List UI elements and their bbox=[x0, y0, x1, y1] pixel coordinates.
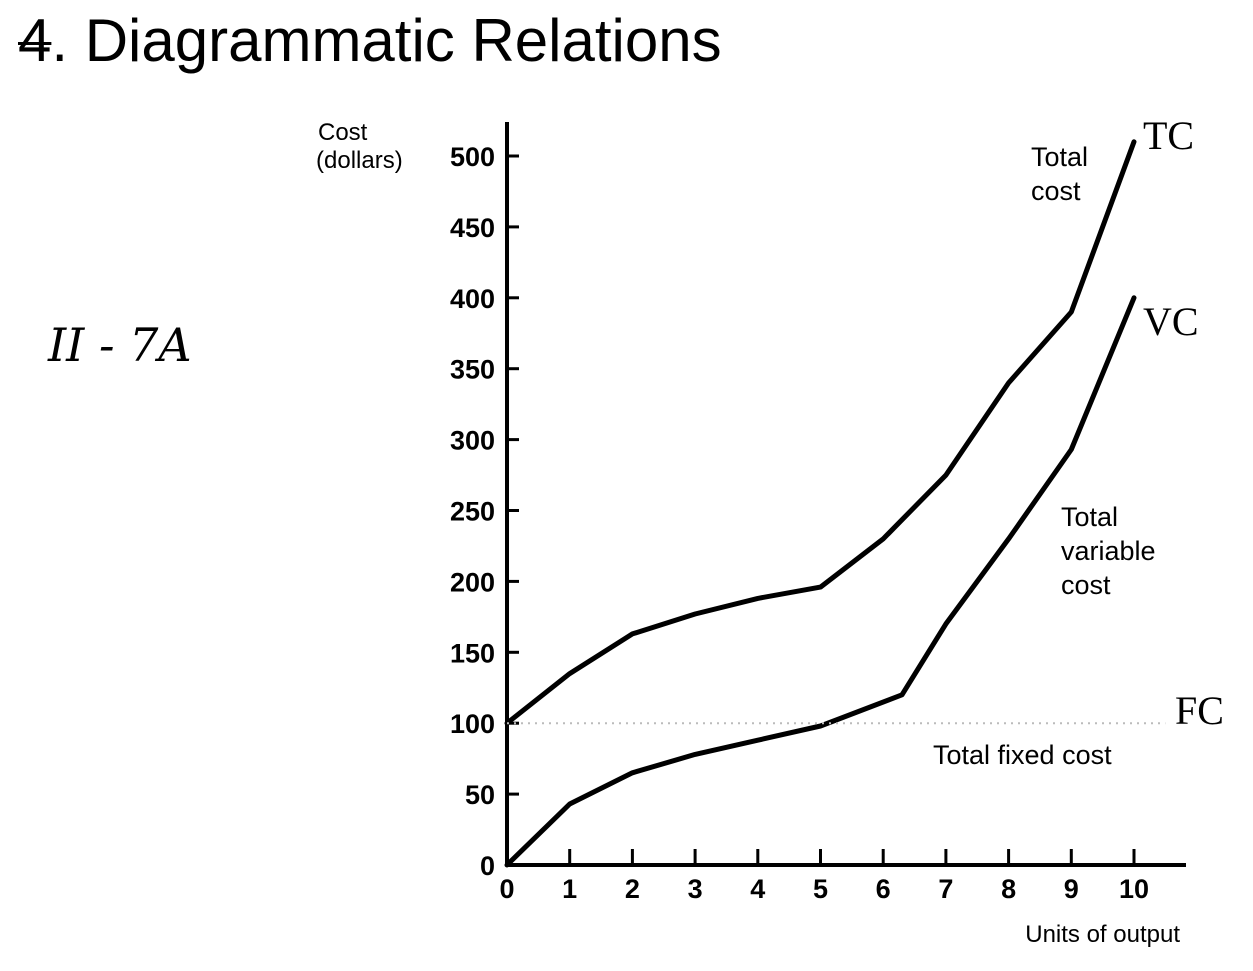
y-tick-label: 400 bbox=[450, 284, 495, 314]
handwritten-note: II - 7A bbox=[48, 318, 192, 372]
annotation-fc: Total fixed cost bbox=[933, 740, 1112, 770]
series-label-vc: VC bbox=[1143, 299, 1199, 344]
title-text: . Diagrammatic Relations bbox=[51, 7, 722, 74]
annotation-tc-line: Total bbox=[1031, 142, 1088, 172]
series-line-vc bbox=[504, 295, 1137, 868]
x-tick-label: 4 bbox=[750, 874, 765, 904]
x-axis-label: Units of output bbox=[1025, 921, 1180, 948]
x-tick-label: 2 bbox=[625, 874, 640, 904]
x-tick-label: 9 bbox=[1064, 874, 1079, 904]
x-tick-label: 8 bbox=[1001, 874, 1016, 904]
annotation-tc-line: cost bbox=[1031, 176, 1081, 206]
x-tick-label: 3 bbox=[688, 874, 703, 904]
y-tick-label: 50 bbox=[465, 780, 495, 810]
x-tick-label: 5 bbox=[813, 874, 828, 904]
annotation-vc-line: Total bbox=[1061, 502, 1118, 532]
x-tick-label: 0 bbox=[499, 874, 514, 904]
y-axis-label-line2: (dollars) bbox=[316, 147, 403, 174]
annotation-vc-line: cost bbox=[1061, 570, 1111, 600]
annotation-vc-line: variable bbox=[1061, 536, 1156, 566]
x-tick-label: 7 bbox=[938, 874, 953, 904]
x-tick-label: 10 bbox=[1119, 874, 1149, 904]
y-tick-label: 200 bbox=[450, 567, 495, 597]
y-tick-label: 450 bbox=[450, 213, 495, 243]
y-tick-label: 350 bbox=[450, 355, 495, 385]
page-title: 4. Diagrammatic Relations bbox=[18, 6, 722, 75]
x-tick-label: 1 bbox=[562, 874, 577, 904]
y-tick-label: 500 bbox=[450, 142, 495, 172]
title-number: 4 bbox=[18, 7, 52, 74]
y-tick-label: 150 bbox=[450, 638, 495, 668]
series-label-tc: TC bbox=[1143, 113, 1194, 158]
x-tick-label: 6 bbox=[876, 874, 891, 904]
series-line-tc bbox=[504, 139, 1137, 726]
series-label-fc: FC bbox=[1175, 688, 1224, 733]
y-axis-label-line1: Cost bbox=[318, 119, 368, 146]
y-tick-label: 300 bbox=[450, 426, 495, 456]
y-tick-label: 0 bbox=[480, 851, 495, 881]
y-tick-label: 100 bbox=[450, 709, 495, 739]
y-tick-label: 250 bbox=[450, 497, 495, 527]
